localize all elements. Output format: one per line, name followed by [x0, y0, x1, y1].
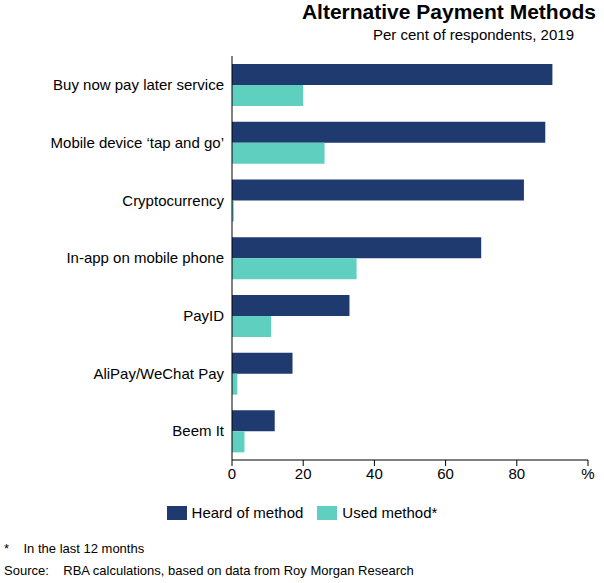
html-text:Heard of method: Heard of method: [191, 504, 304, 521]
svg-text:%: %: [581, 465, 594, 482]
html-text:Source: RBA calculations, base: Source: RBA calculations, based on data …: [4, 563, 414, 578]
svg-text:Cryptocurrency: Cryptocurrency: [122, 192, 224, 209]
svg-text:PayID: PayID: [183, 307, 224, 324]
svg-text:In-app on mobile phone: In-app on mobile phone: [66, 249, 224, 266]
html-text:Alternative Payment Methods: Alternative Payment Methods: [301, 0, 596, 23]
svg-text:20: 20: [295, 465, 312, 482]
html-text:Per cent of respondents, 2019: Per cent of respondents, 2019: [373, 26, 574, 43]
svg-text:Buy now pay later service: Buy now pay later service: [53, 76, 224, 93]
html-text:* In the last 12 months: * In the last 12 months: [4, 541, 145, 556]
svg-text:40: 40: [366, 465, 383, 482]
svg-text:80: 80: [508, 465, 525, 482]
svg-text:Beem It: Beem It: [172, 422, 225, 439]
svg-text:AliPay/WeChat Pay: AliPay/WeChat Pay: [93, 365, 224, 382]
svg-text:Mobile device ‘tap and go’: Mobile device ‘tap and go’: [51, 134, 224, 151]
svg-text:0: 0: [228, 465, 236, 482]
html-text:Used method*: Used method*: [342, 504, 438, 521]
svg-text:60: 60: [437, 465, 454, 482]
